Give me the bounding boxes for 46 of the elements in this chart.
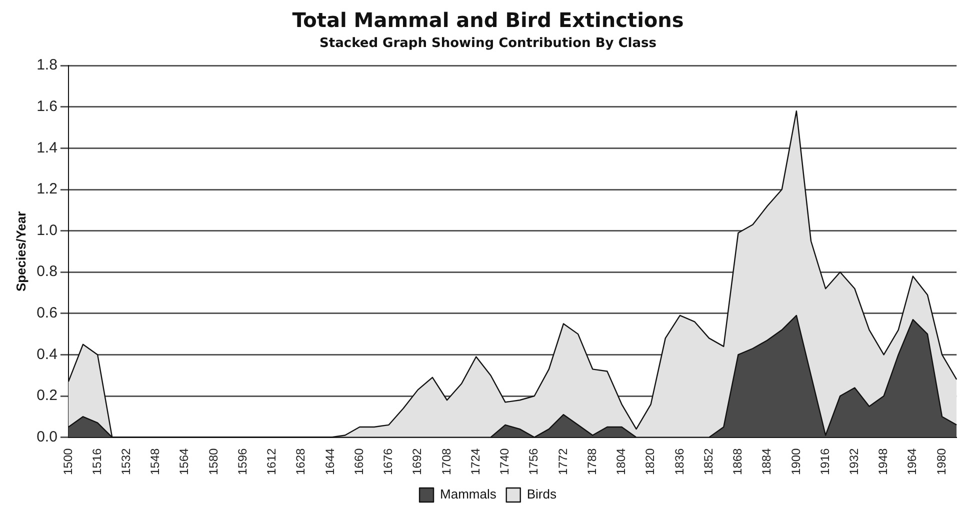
x-tick-label: 1516 [90, 448, 104, 476]
x-tick-label: 1740 [498, 448, 512, 476]
x-tick-label: 1532 [119, 448, 134, 476]
x-tick-label: 1772 [556, 448, 570, 476]
x-tick-label: 1756 [526, 448, 541, 476]
y-tick-label: 0.6 [36, 304, 58, 322]
y-axis-title: Species/Year [13, 211, 28, 292]
x-tick-label: 1836 [672, 448, 686, 476]
x-tick-label: 1500 [60, 448, 75, 476]
x-tick-label: 1708 [439, 448, 454, 476]
x-tick-label: 1884 [760, 448, 774, 476]
x-tick-label: 1932 [846, 448, 861, 476]
x-tick-label: 1964 [905, 448, 920, 476]
x-tick-label: 1676 [381, 448, 396, 476]
x-tick-label: 1660 [352, 448, 366, 476]
x-tick-label: 1596 [235, 448, 250, 476]
legend-label: Mammals [440, 486, 497, 502]
y-tick-label: 0.4 [36, 346, 58, 363]
x-tick-label: 1644 [322, 448, 337, 476]
x-tick-label: 1548 [148, 448, 162, 476]
x-tick-label: 1980 [934, 448, 948, 476]
x-tick-label: 1916 [818, 448, 832, 476]
y-tick-label: 1.8 [36, 56, 58, 74]
x-tick-label: 1724 [468, 448, 482, 476]
x-tick-label: 1948 [876, 448, 890, 476]
y-tick-label: 0.2 [36, 387, 58, 404]
y-tick-label: 1.4 [36, 139, 58, 156]
x-tick-label: 1900 [788, 448, 803, 476]
y-tick-label: 1.2 [36, 180, 58, 198]
x-tick-label: 1580 [206, 448, 220, 476]
y-tick-label: 1.6 [36, 98, 58, 116]
y-tick-label: 1.0 [36, 222, 58, 239]
x-tick-label: 1868 [730, 448, 745, 476]
x-tick-label: 1788 [584, 448, 599, 476]
x-tick-label: 1852 [701, 448, 716, 476]
x-tick-label: 1564 [177, 448, 192, 476]
legend-label: Birds [526, 486, 557, 502]
y-tick-label: 0.0 [36, 428, 58, 446]
x-tick-label: 1692 [410, 448, 424, 476]
chart-subtitle: Stacked Graph Showing Contribution By Class [320, 36, 657, 52]
x-tick-label: 1612 [264, 448, 279, 476]
chart-title: Total Mammal and Bird Extinctions [292, 8, 684, 32]
x-tick-label: 1628 [294, 448, 308, 476]
x-tick-label: 1804 [614, 448, 628, 476]
y-tick-label: 0.8 [36, 263, 58, 280]
x-tick-label: 1820 [643, 448, 658, 476]
